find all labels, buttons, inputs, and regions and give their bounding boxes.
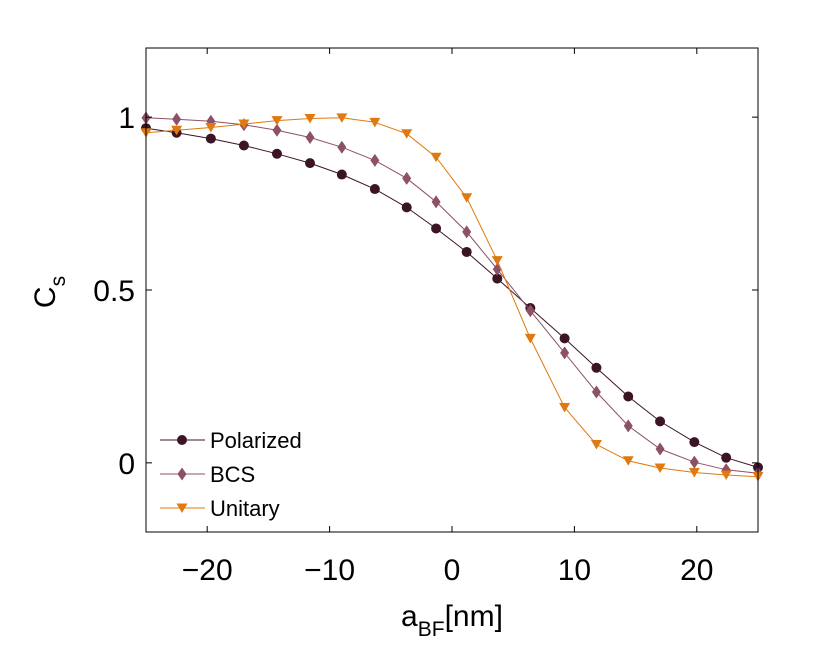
- legend: Polarized BCS Unitary: [160, 428, 302, 521]
- data-point-unitary: [238, 119, 250, 130]
- axis-ticks: −20 −10 0 10 20 0 0.5 1: [93, 48, 758, 587]
- data-point-unitary: [491, 256, 503, 266]
- data-point-polarized: [431, 223, 442, 234]
- data-point-unitary: [430, 152, 442, 163]
- legend-label-bcs: BCS: [210, 462, 255, 487]
- data-point-polarized: [336, 169, 347, 180]
- x-tick-label: −10: [304, 554, 355, 587]
- data-point-bcs: [689, 455, 699, 469]
- data-point-bcs: [462, 225, 472, 239]
- legend-marker-polarized: [177, 435, 187, 445]
- x-tick-label: 0: [444, 554, 461, 587]
- legend-item-unitary: Unitary: [160, 496, 280, 521]
- data-point-polarized: [305, 158, 316, 169]
- data-point-unitary: [590, 440, 602, 450]
- legend-label-polarized: Polarized: [210, 428, 302, 453]
- y-tick-label: 0: [118, 448, 135, 481]
- series-line-polarized: [145, 127, 759, 468]
- data-point-unitary: [688, 468, 700, 478]
- data-point-bcs: [272, 123, 282, 137]
- series-line-unitary: [145, 117, 759, 478]
- data-point-bcs: [370, 153, 380, 167]
- y-tick-label: 1: [118, 102, 135, 135]
- data-point-bcs: [172, 112, 182, 126]
- data-point-polarized: [271, 148, 282, 159]
- data-point-bcs: [560, 346, 570, 360]
- data-point-unitary: [171, 125, 183, 136]
- data-point-unitary: [524, 333, 536, 344]
- data-point-polarized: [492, 273, 503, 284]
- data-point-unitary: [271, 116, 283, 126]
- data-point-bcs: [337, 140, 347, 154]
- data-point-polarized: [623, 391, 634, 402]
- data-point-unitary: [304, 114, 316, 124]
- series-line-bcs: [145, 117, 759, 474]
- data-point-unitary: [369, 117, 381, 128]
- legend-item-polarized: Polarized: [160, 428, 302, 453]
- series-layer: [140, 111, 764, 482]
- legend-item-bcs: BCS: [160, 462, 255, 487]
- data-point-polarized: [689, 437, 700, 448]
- x-tick-label: 20: [680, 554, 713, 587]
- y-axis-label: Cs: [29, 276, 70, 308]
- data-point-unitary: [336, 113, 348, 123]
- data-point-polarized: [655, 416, 666, 427]
- data-point-unitary: [401, 129, 413, 139]
- data-point-polarized: [591, 362, 602, 373]
- data-point-unitary: [461, 193, 473, 203]
- data-point-bcs: [305, 131, 315, 145]
- data-point-polarized: [205, 133, 216, 144]
- data-point-polarized: [721, 452, 732, 463]
- data-point-bcs: [623, 419, 633, 433]
- legend-label-unitary: Unitary: [210, 496, 280, 521]
- x-tick-label: −20: [182, 554, 233, 587]
- x-axis-label: aBF[nm]: [401, 600, 503, 641]
- data-point-polarized: [238, 140, 249, 151]
- data-point-unitary: [559, 403, 571, 413]
- series-unitary: [140, 113, 764, 482]
- data-point-bcs: [525, 304, 535, 318]
- data-point-bcs: [655, 442, 665, 456]
- data-point-bcs: [402, 171, 412, 185]
- data-point-unitary: [720, 470, 732, 480]
- y-tick-label: 0.5: [93, 275, 135, 308]
- data-point-polarized: [461, 246, 472, 257]
- data-point-unitary: [622, 456, 634, 466]
- series-bcs: [141, 111, 763, 480]
- data-point-bcs: [591, 385, 601, 399]
- legend-marker-unitary: [176, 503, 188, 513]
- legend-marker-bcs: [177, 467, 187, 481]
- data-point-polarized: [401, 202, 412, 213]
- data-point-polarized: [369, 184, 380, 195]
- x-tick-label: 10: [558, 554, 591, 587]
- data-point-bcs: [431, 195, 441, 209]
- data-point-polarized: [559, 333, 570, 344]
- data-point-unitary: [205, 123, 217, 133]
- data-point-unitary: [654, 463, 666, 474]
